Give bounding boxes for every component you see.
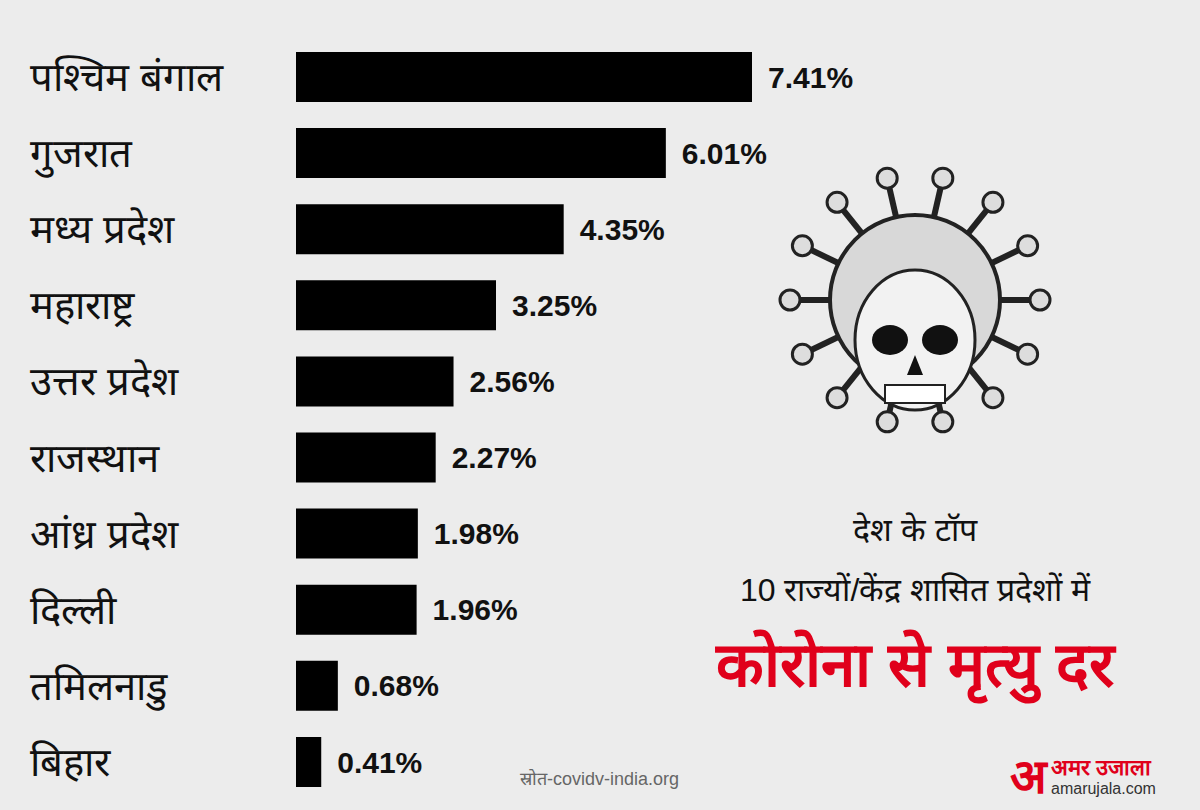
svg-text:1.96%: 1.96%	[433, 593, 518, 626]
svg-text:1.98%: 1.98%	[434, 517, 519, 550]
html-text:10 राज्यों/केंद्र शासित प्रदेश: 10 राज्यों/केंद्र शासित प्रदेशों में	[740, 572, 1090, 608]
svg-text:दिल्ली: दिल्ली	[30, 588, 117, 632]
svg-text:2.56%: 2.56%	[470, 365, 555, 398]
svg-text:राजस्थान: राजस्थान	[30, 436, 160, 480]
svg-text:बिहार: बिहार	[30, 740, 111, 784]
html-text:अमर उजाला: अमर उजाला	[1051, 755, 1152, 780]
html-text:amarujala.com: amarujala.com	[1051, 780, 1156, 797]
html-text:स्रोत-covidv-india.org: स्रोत-covidv-india.org	[520, 769, 680, 789]
svg-text:3.25%: 3.25%	[512, 289, 597, 322]
svg-text:0.41%: 0.41%	[337, 746, 422, 779]
svg-text:तमिलनाडु: तमिलनाडु	[30, 664, 168, 711]
svg-text:आंध्र प्रदेश: आंध्र प्रदेश	[30, 512, 179, 556]
html-text:कोरोना से मृत्यु दर: कोरोना से मृत्यु दर	[716, 630, 1114, 699]
svg-text:पश्चिम बंगाल: पश्चिम बंगाल	[30, 55, 224, 99]
svg-text:महाराष्ट्र: महाराष्ट्र	[30, 283, 135, 328]
svg-text:6.01%: 6.01%	[682, 137, 767, 170]
svg-text:मध्य प्रदेश: मध्य प्रदेश	[30, 207, 175, 251]
svg-text:0.68%: 0.68%	[354, 669, 439, 702]
svg-text:2.27%: 2.27%	[452, 441, 537, 474]
svg-text:7.41%: 7.41%	[768, 61, 853, 94]
svg-text:उत्तर प्रदेश: उत्तर प्रदेश	[30, 359, 179, 403]
html-text:अ: अ	[1010, 750, 1047, 803]
svg-text:4.35%: 4.35%	[580, 213, 665, 246]
svg-text:गुजरात: गुजरात	[30, 131, 133, 178]
html-text:देश के टॉप: देश के टॉप	[853, 512, 977, 548]
